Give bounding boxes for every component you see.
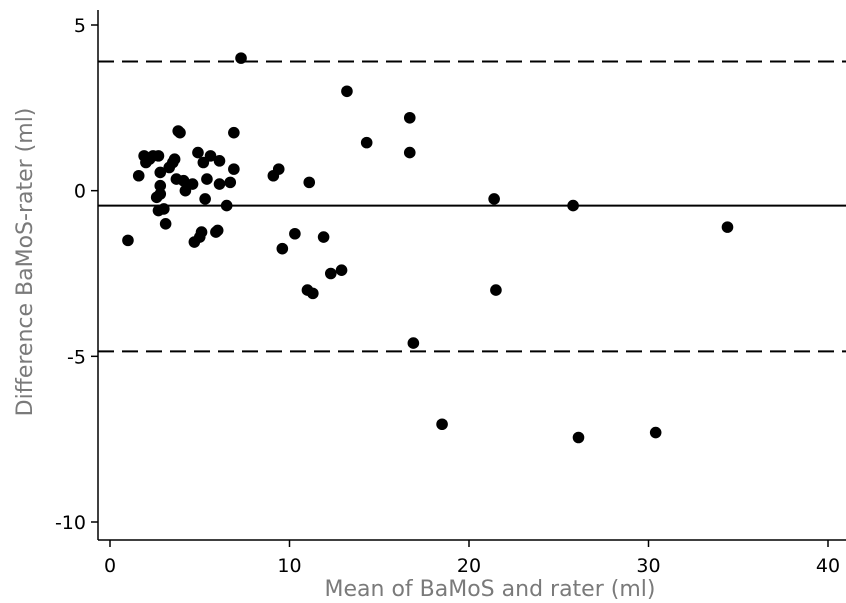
data-point xyxy=(186,178,199,190)
data-point xyxy=(335,264,348,276)
data-point xyxy=(289,227,301,240)
data-point xyxy=(201,173,213,185)
x-tick-label: 10 xyxy=(277,555,301,577)
data-point xyxy=(211,224,224,237)
data-point xyxy=(154,179,167,192)
y-tick-label: -5 xyxy=(67,346,86,368)
data-point xyxy=(168,153,181,165)
y-tick-label: 0 xyxy=(74,181,86,203)
data-point xyxy=(192,146,204,159)
data-point xyxy=(213,155,226,167)
data-point xyxy=(272,163,285,175)
data-point xyxy=(649,426,662,439)
data-point xyxy=(303,176,316,189)
reference-lines xyxy=(98,60,846,353)
data-point xyxy=(228,126,240,139)
data-point xyxy=(132,169,145,182)
x-tick-label: 30 xyxy=(636,555,660,577)
data-point xyxy=(276,242,289,255)
data-point xyxy=(159,218,172,230)
y-ticks: 5 0 -5 -10 xyxy=(55,15,98,534)
x-tick-label: 20 xyxy=(457,555,481,577)
data-point xyxy=(199,193,211,205)
data-point xyxy=(572,431,585,444)
y-axis-title: Difference BaMoS-rater (ml) xyxy=(13,108,38,417)
data-point xyxy=(154,166,167,179)
data-points xyxy=(122,52,734,444)
data-point xyxy=(403,146,416,159)
data-point xyxy=(317,231,330,243)
data-point xyxy=(213,178,226,190)
data-point xyxy=(154,188,167,200)
data-point xyxy=(360,136,373,149)
data-point xyxy=(436,418,448,431)
data-point xyxy=(152,150,165,162)
x-tick-label: 0 xyxy=(104,555,116,577)
axes: 0 10 20 30 40 50-5-10 xyxy=(55,10,846,577)
data-point xyxy=(407,337,420,349)
data-point xyxy=(204,150,217,162)
data-point xyxy=(403,111,416,124)
data-point xyxy=(122,234,134,247)
data-point xyxy=(228,163,240,175)
data-point xyxy=(224,176,237,189)
y-tick-label: -10 xyxy=(55,512,86,534)
data-point xyxy=(158,203,170,215)
data-point xyxy=(567,199,579,212)
x-axis-title: Mean of BaMoS and rater (ml) xyxy=(325,577,656,602)
data-point xyxy=(341,85,353,98)
data-point xyxy=(490,284,502,296)
data-point xyxy=(220,199,233,212)
data-point xyxy=(174,126,186,139)
x-ticks: 0 10 20 30 40 xyxy=(104,540,840,577)
data-point xyxy=(235,52,247,64)
data-point xyxy=(488,193,500,205)
data-point xyxy=(195,226,208,238)
data-point xyxy=(721,221,734,233)
data-point xyxy=(177,174,190,187)
x-tick-label: 40 xyxy=(816,555,840,577)
data-point xyxy=(307,287,319,300)
data-point xyxy=(324,267,337,280)
y-tick-label: 5 xyxy=(74,15,86,37)
